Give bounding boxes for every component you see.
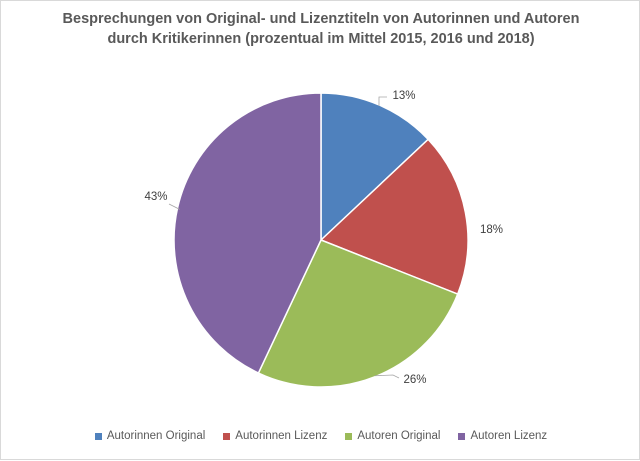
chart-title: Besprechungen von Original- und Lizenzti…	[1, 9, 640, 49]
data-label-autorinnen-original: 13%	[392, 90, 415, 102]
leader-line-autoren-original	[374, 374, 400, 379]
legend-swatch-autoren-original	[345, 432, 353, 440]
legend-swatch-autoren-lizenz	[458, 432, 466, 440]
legend-item-autoren-original: Autoren Original	[345, 430, 440, 442]
legend-label-autoren-original: Autoren Original	[357, 430, 441, 442]
data-label-autoren-lizenz: 43%	[144, 191, 167, 203]
leader-line-autoren-lizenz	[168, 203, 181, 210]
legend-item-autorinnen-original: Autorinnen Original	[94, 430, 206, 442]
legend-swatch-autorinnen-original	[94, 432, 102, 440]
legend-item-autoren-lizenz: Autoren Lizenz	[458, 430, 547, 442]
legend-label-autorinnen-original: Autorinnen Original	[106, 430, 206, 442]
legend-swatch-autorinnen-lizenz	[223, 432, 231, 440]
data-label-autoren-original: 26%	[403, 374, 426, 386]
pie-slice-autoren-original	[257, 239, 459, 388]
legend: Autorinnen Original Autorinnen Lizenz Au…	[1, 430, 640, 442]
legend-item-autorinnen-lizenz: Autorinnen Lizenz	[223, 430, 327, 442]
leader-line-autorinnen-original	[378, 96, 387, 107]
legend-label-autorinnen-lizenz: Autorinnen Lizenz	[235, 430, 328, 442]
legend-label-autoren-lizenz: Autoren Lizenz	[470, 430, 548, 442]
chart-title-line-1: Besprechungen von Original- und Lizenzti…	[62, 11, 580, 27]
pie-slice-autorinnen-lizenz	[319, 138, 469, 296]
data-label-autorinnen-lizenz: 18%	[480, 224, 503, 236]
chart-title-line-2: durch Kritikerinnen (prozentual im Mitte…	[107, 31, 535, 47]
